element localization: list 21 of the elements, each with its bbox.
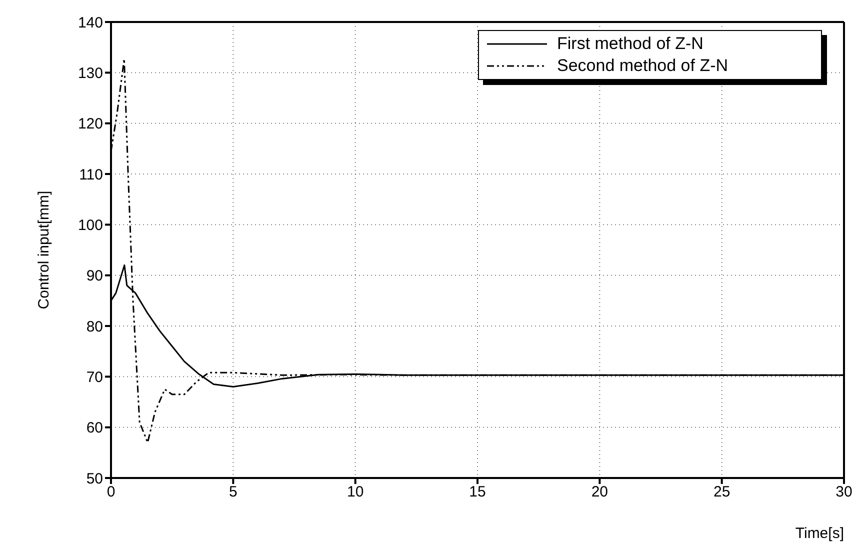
x-tick-label: 15: [469, 484, 486, 501]
y-tick-label: 110: [79, 166, 103, 184]
x-tick-label: 20: [591, 484, 608, 501]
y-tick-label: 140: [78, 14, 103, 32]
x-tick-label: 25: [713, 484, 730, 501]
legend-label: First method of Z-N: [557, 34, 704, 54]
x-tick-label: 30: [836, 484, 852, 501]
y-tick-label: 120: [78, 116, 103, 133]
y-tick-label: 90: [86, 268, 103, 285]
y-axis-title: Control input[mm]: [35, 190, 52, 310]
y-tick-label: 130: [78, 64, 103, 82]
y-tick-label: 80: [86, 318, 103, 336]
y-tick-label: 100: [78, 216, 103, 234]
x-axis-title: Time[s]: [795, 525, 844, 542]
y-tick-label: 60: [86, 420, 103, 437]
x-tick-label: 5: [228, 484, 238, 501]
y-tick-label: 50: [86, 470, 103, 488]
x-tick-label: 10: [346, 484, 364, 501]
y-tick-label: 70: [86, 368, 103, 386]
x-tick-label: 0: [106, 484, 116, 501]
legend-label: Second method of Z-N: [557, 56, 728, 76]
